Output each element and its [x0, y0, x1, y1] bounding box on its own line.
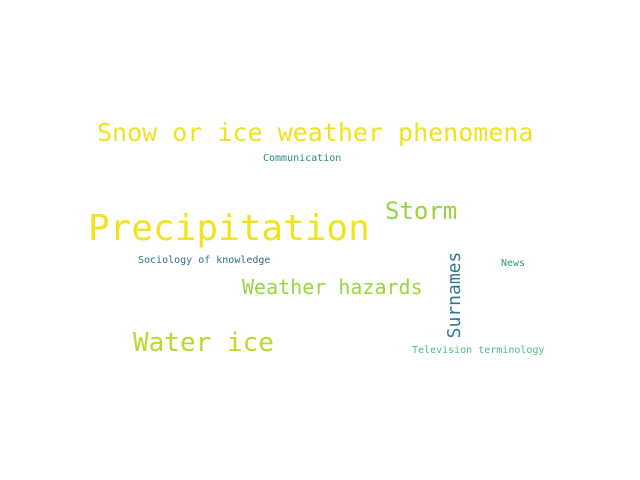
- word-news: News: [501, 258, 526, 269]
- word-snow-or-ice-weather-phenomena: Snow or ice weather phenomena: [97, 118, 534, 147]
- word-water-ice: Water ice: [133, 328, 274, 358]
- word-sociology-of-knowledge: Sociology of knowledge: [138, 255, 271, 266]
- word-communication: Communication: [263, 153, 342, 164]
- word-television-terminology: Television terminology: [412, 345, 545, 356]
- word-weather-hazards: Weather hazards: [242, 275, 423, 299]
- word-surnames: Surnames: [444, 251, 465, 339]
- word-precipitation: Precipitation: [88, 208, 370, 249]
- word-storm: Storm: [385, 197, 458, 225]
